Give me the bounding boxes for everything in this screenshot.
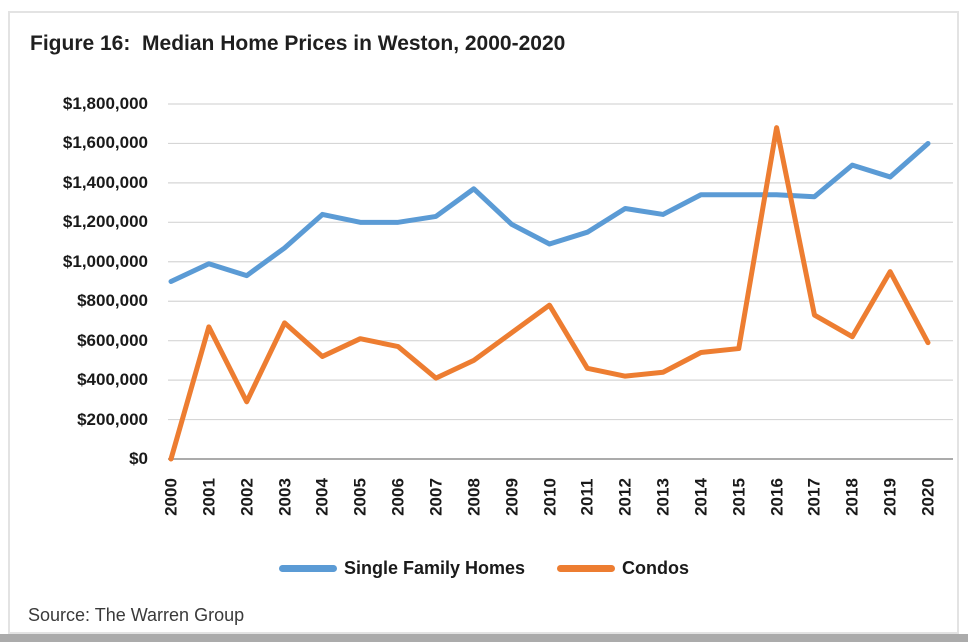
x-axis-tick-label: 2017 xyxy=(804,478,824,516)
x-axis-tick-label: 2007 xyxy=(426,478,446,516)
legend-label-condos: Condos xyxy=(622,558,690,578)
x-axis-tick-label: 2000 xyxy=(161,478,181,516)
y-axis-tick-label: $1,000,000 xyxy=(62,251,148,271)
y-axis-tick-label: $1,200,000 xyxy=(62,212,148,232)
x-axis-tick-label: 2013 xyxy=(653,478,673,516)
y-axis-tick-label: $1,800,000 xyxy=(62,94,148,113)
x-axis-tick-label: 2011 xyxy=(577,478,597,516)
y-axis-tick-label: $400,000 xyxy=(77,370,148,390)
y-axis-tick-label: $800,000 xyxy=(77,291,148,311)
single-family-homes-line-swatch xyxy=(278,565,337,572)
y-axis-tick-label: $600,000 xyxy=(77,330,148,350)
x-axis-tick-label: 2012 xyxy=(615,478,635,516)
x-axis-tick-label: 2018 xyxy=(842,478,862,516)
condos-series-line xyxy=(168,125,931,462)
x-axis-tick-label: 2019 xyxy=(880,478,900,516)
y-axis-tick-label: $1,600,000 xyxy=(62,133,148,153)
legend-item-single-family-homes: Single Family Homes xyxy=(278,558,526,579)
chart-legend: Single Family Homes Condos xyxy=(0,558,968,579)
x-axis-tick-label: 2002 xyxy=(237,478,257,516)
x-axis-tick-label: 2014 xyxy=(691,478,711,516)
figure-title: Figure 16: Median Home Prices in Weston,… xyxy=(30,32,566,55)
source-caption: Source: The Warren Group xyxy=(28,605,245,625)
legend-item-condos: Condos xyxy=(557,558,689,579)
x-axis-tick-label: 2015 xyxy=(729,478,749,516)
y-axis-tick-label: $0 xyxy=(129,449,148,468)
x-axis-tick-label: 2020 xyxy=(918,478,938,516)
y-axis-tick-label: $1,400,000 xyxy=(62,172,148,192)
x-axis-tick-label: 2003 xyxy=(275,478,295,516)
single-family-homes-series-line xyxy=(168,140,931,284)
legend-label-single-family-homes: Single Family Homes xyxy=(343,558,526,578)
x-axis-tick-label: 2008 xyxy=(464,478,484,516)
x-axis-tick-label: 2005 xyxy=(350,478,370,516)
y-axis-tick-label: $200,000 xyxy=(77,409,148,429)
x-axis-tick-label: 2004 xyxy=(312,478,332,516)
x-axis-tick-label: 2006 xyxy=(388,478,408,516)
x-axis-tick-label: 2009 xyxy=(502,478,522,516)
condos-line-swatch xyxy=(557,565,616,572)
bottom-border-bar xyxy=(0,634,968,642)
x-axis-tick-label: 2010 xyxy=(540,478,559,516)
x-axis-tick-label: 2016 xyxy=(767,478,787,516)
x-axis-tick-label: 2001 xyxy=(199,478,219,516)
